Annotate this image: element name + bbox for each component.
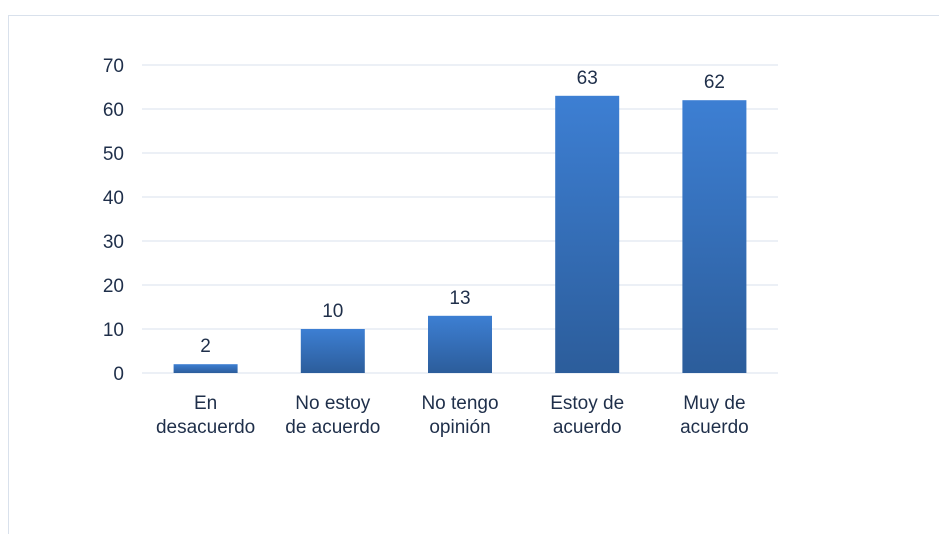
x-category-label-line: de acuerdo (285, 417, 380, 438)
data-label: 2 (200, 336, 211, 357)
x-category-label-line: acuerdo (680, 417, 749, 438)
bar (300, 329, 365, 373)
y-tick-label: 70 (103, 56, 124, 77)
chart-frame (8, 15, 939, 534)
x-category-label-line: No estoy (295, 393, 370, 414)
y-tick-label: 40 (103, 188, 124, 209)
x-category-label: Muy de acuerdo (680, 393, 749, 438)
bars (173, 95, 747, 374)
bar (173, 364, 238, 373)
data-label: 63 (577, 68, 598, 89)
x-category-label-line: opinión (429, 417, 490, 438)
x-category-label: No tengo opinión (421, 393, 498, 438)
data-label: 10 (322, 301, 343, 322)
x-category-label-line: En (194, 393, 217, 414)
y-axis-ticks: 0 10 20 30 40 50 60 70 (103, 56, 124, 385)
x-category-label: No estoy de acuerdo (285, 393, 380, 438)
x-axis-categories: En desacuerdo No estoy de acuerdo No tengo op… (156, 393, 749, 438)
x-category-label-line: Muy de (683, 393, 745, 414)
y-tick-label: 10 (103, 320, 124, 341)
x-category-label-line: acuerdo (553, 417, 622, 438)
x-category-label-line: No tengo (421, 393, 498, 414)
data-label: 13 (449, 288, 470, 309)
data-label: 62 (704, 72, 725, 93)
y-tick-label: 60 (103, 100, 124, 121)
bar (682, 100, 747, 373)
bar (428, 315, 492, 373)
y-tick-label: 20 (103, 276, 124, 297)
y-tick-label: 50 (103, 144, 124, 165)
x-category-label-line: Estoy de (550, 393, 624, 414)
x-category-label-line: desacuerdo (156, 417, 255, 438)
y-tick-label: 0 (113, 364, 124, 385)
x-category-label: En desacuerdo (156, 393, 255, 438)
x-category-label: Estoy de acuerdo (550, 393, 624, 438)
y-tick-label: 30 (103, 232, 124, 253)
data-labels: 2 10 13 63 62 (200, 68, 725, 357)
bar (555, 95, 620, 374)
